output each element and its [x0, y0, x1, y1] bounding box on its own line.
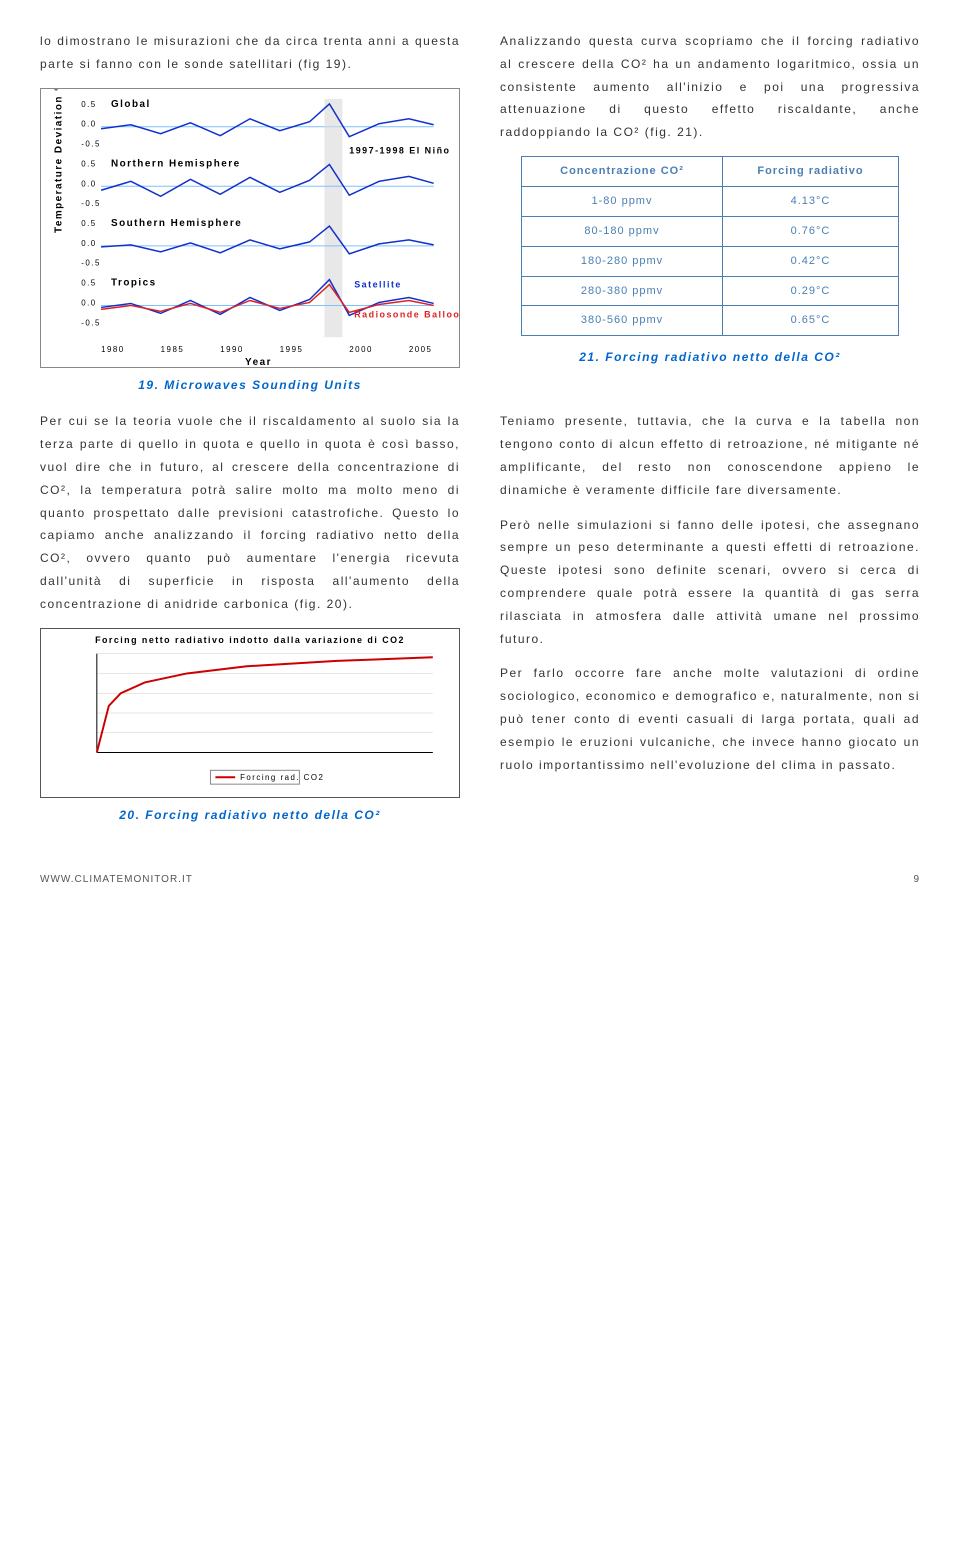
svg-text:2005: 2005: [409, 345, 433, 354]
svg-text:1997-1998 El Niño: 1997-1998 El Niño: [349, 145, 450, 155]
fig19-ylabel: Temperature Deviation °C: [53, 89, 64, 233]
fig20-caption: 20. Forcing radiativo netto della CO²: [40, 804, 460, 827]
row-1: lo dimostrano le misurazioni che da circ…: [40, 30, 920, 410]
left-body: Per cui se la teoria vuole che il riscal…: [40, 410, 460, 615]
table-row: 280-380 ppmv0.29°C: [522, 276, 899, 306]
table-row: 80-180 ppmv0.76°C: [522, 216, 899, 246]
svg-text:0.0: 0.0: [81, 119, 97, 128]
svg-text:0.0: 0.0: [81, 238, 97, 247]
svg-text:Satellite: Satellite: [354, 279, 402, 289]
right-body-p: Per farlo occorre fare anche molte valut…: [500, 662, 920, 776]
th-0: Concentrazione CO²: [522, 156, 723, 186]
table-row: 180-280 ppmv0.42°C: [522, 246, 899, 276]
page-footer: WWW.CLIMATEMONITOR.IT 9: [40, 870, 920, 889]
footer-right: 9: [913, 870, 920, 889]
forcing-table: Concentrazione CO² Forcing radiativo 1-8…: [521, 156, 899, 336]
table-header-row: Concentrazione CO² Forcing radiativo: [522, 156, 899, 186]
col-right-top: Analizzando questa curva scopriamo che i…: [500, 30, 920, 410]
svg-text:-0.5: -0.5: [81, 139, 101, 148]
svg-text:0.0: 0.0: [81, 298, 97, 307]
fig19-chart: Temperature Deviation °C Global 0.5 0.0 …: [40, 88, 460, 368]
row-2: Per cui se la teoria vuole che il riscal…: [40, 410, 920, 840]
svg-text:Forcing rad. CO2: Forcing rad. CO2: [240, 773, 324, 782]
col-left-top: lo dimostrano le misurazioni che da circ…: [40, 30, 460, 410]
col-left-mid: Per cui se la teoria vuole che il riscal…: [40, 410, 460, 840]
svg-text:Radiosonde Balloon.: Radiosonde Balloon.: [354, 309, 459, 319]
svg-text:Year: Year: [245, 357, 272, 367]
svg-text:1995: 1995: [280, 345, 304, 354]
svg-text:0.5: 0.5: [81, 159, 97, 168]
fig19-caption: 19. Microwaves Sounding Units: [40, 374, 460, 397]
svg-text:Southern Hemisphere: Southern Hemisphere: [111, 218, 242, 229]
right-body-p: Però nelle simulazioni si fanno delle ip…: [500, 514, 920, 651]
right-intro: Analizzando questa curva scopriamo che i…: [500, 30, 920, 144]
svg-text:0.0: 0.0: [81, 179, 97, 188]
svg-text:Tropics: Tropics: [111, 277, 157, 288]
svg-text:-0.5: -0.5: [81, 258, 101, 267]
svg-text:2000: 2000: [349, 345, 373, 354]
svg-text:Forcing netto radiativo indott: Forcing netto radiativo indotto dalla va…: [95, 634, 405, 644]
svg-text:0.5: 0.5: [81, 278, 97, 287]
fig20-chart: Forcing netto radiativo indotto dalla va…: [40, 628, 460, 798]
svg-text:Global: Global: [111, 98, 151, 109]
svg-text:-0.5: -0.5: [81, 199, 101, 208]
left-intro: lo dimostrano le misurazioni che da circ…: [40, 30, 460, 76]
col-right-mid: Teniamo presente, tuttavia, che la curva…: [500, 410, 920, 840]
right-body-container: Teniamo presente, tuttavia, che la curva…: [500, 410, 920, 776]
th-1: Forcing radiativo: [722, 156, 898, 186]
svg-text:Northern Hemisphere: Northern Hemisphere: [111, 158, 241, 169]
caption-21: 21. Forcing radiativo netto della CO²: [500, 346, 920, 369]
svg-text:-0.5: -0.5: [81, 318, 101, 327]
table-row: 380-560 ppmv0.65°C: [522, 306, 899, 336]
svg-text:1985: 1985: [161, 345, 185, 354]
footer-left: WWW.CLIMATEMONITOR.IT: [40, 870, 193, 889]
fig20-svg: Forcing netto radiativo indotto dalla va…: [41, 629, 459, 797]
table-row: 1-80 ppmv4.13°C: [522, 186, 899, 216]
right-body-p: Teniamo presente, tuttavia, che la curva…: [500, 410, 920, 501]
svg-text:0.5: 0.5: [81, 219, 97, 228]
svg-text:0.5: 0.5: [81, 99, 97, 108]
svg-text:1990: 1990: [220, 345, 244, 354]
fig19-svg: Temperature Deviation °C Global 0.5 0.0 …: [41, 89, 459, 367]
svg-text:1980: 1980: [101, 345, 125, 354]
